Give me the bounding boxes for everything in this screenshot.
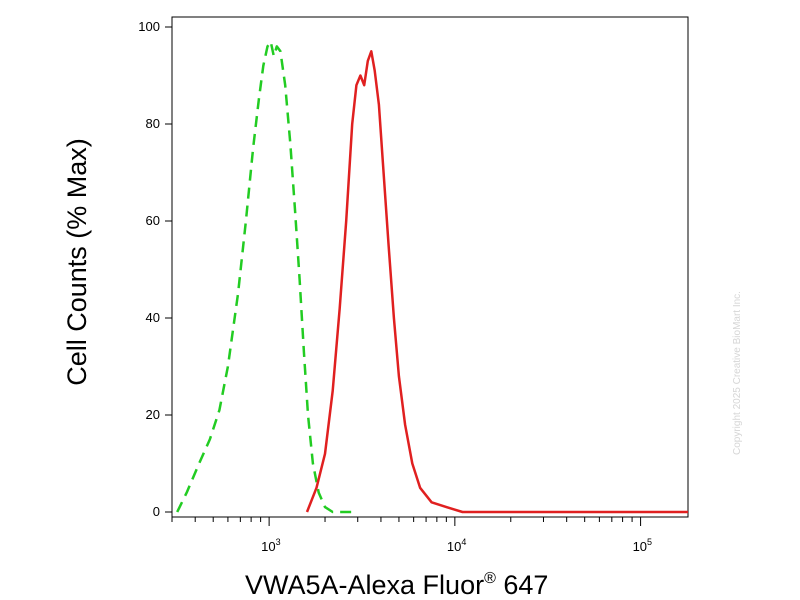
x-tick-base: 10 (447, 539, 461, 554)
y-tick-label: 20 (146, 407, 160, 422)
x-tick-base: 10 (261, 539, 275, 554)
y-axis-ticks: 0 20 40 60 80 100 (138, 19, 172, 519)
x-tick-base: 10 (633, 539, 647, 554)
x-axis-title-suffix: 647 (496, 570, 549, 600)
y-tick-label: 40 (146, 310, 160, 325)
x-tick-label: 105 (633, 537, 652, 554)
y-tick-label: 80 (146, 116, 160, 131)
x-tick-label: 104 (447, 537, 466, 554)
x-axis-title: VWA5A-Alexa Fluor® 647 (245, 570, 548, 600)
x-tick-exponent: 5 (647, 537, 652, 547)
y-tick-label: 0 (153, 504, 160, 519)
y-tick-label: 100 (138, 19, 160, 34)
x-tick-exponent: 3 (276, 537, 281, 547)
x-axis-ticks: 103 104 105 (171, 517, 652, 554)
x-axis-title-main: VWA5A-Alexa Fluor (245, 570, 484, 600)
x-axis-title-superscript: ® (484, 570, 496, 587)
y-axis-title: Cell Counts (% Max) (62, 138, 92, 386)
x-tick-exponent: 4 (461, 537, 466, 547)
plot-frame (171, 16, 689, 518)
series-line-2 (305, 50, 688, 514)
watermark-text: Copyright 2025 Creative BioMart Inc. (732, 291, 743, 455)
y-tick-label: 60 (146, 213, 160, 228)
x-tick-label: 103 (261, 537, 280, 554)
series-line-1 (176, 40, 358, 514)
series-layer (176, 40, 688, 514)
